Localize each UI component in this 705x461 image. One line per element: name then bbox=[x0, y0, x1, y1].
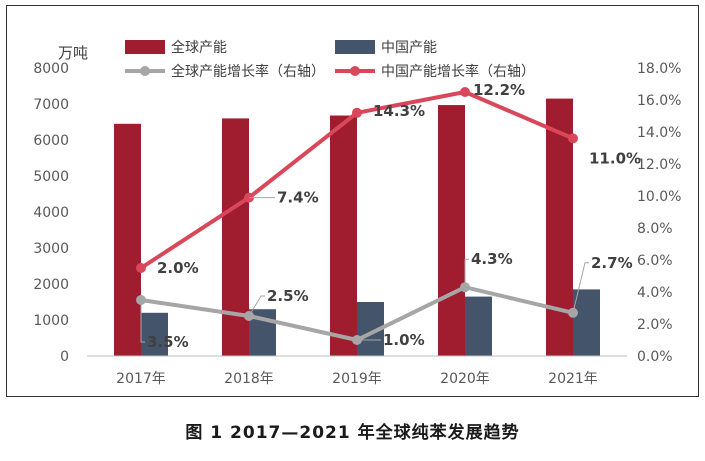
leader-line bbox=[140, 300, 145, 343]
y2-tick-label: 12.0% bbox=[637, 157, 681, 173]
bars bbox=[114, 98, 600, 357]
leader-line bbox=[248, 295, 265, 317]
china-growth-marker bbox=[136, 263, 146, 273]
y2-axis: 0.0% 2.0% 4.0% 6.0% 8.0% 10.0% 12.0% 14.0% 16.0%… bbox=[637, 61, 681, 365]
y-tick-label: 2000 bbox=[33, 277, 69, 293]
y-axis: 0 1000 2000 3000 4000 5000 6000 7000 8000 bbox=[33, 61, 69, 365]
data-labels: 3.5% 2.5% 1.0% 4.3% 2.7% 2.0% 7.4% 14.3% 12.2% 11… bbox=[140, 81, 641, 351]
y-tick-label: 4000 bbox=[33, 205, 69, 221]
leader-line bbox=[464, 258, 469, 288]
legend-label: 全球产能增长率（右轴） bbox=[171, 63, 325, 80]
china-growth-marker bbox=[352, 107, 362, 118]
legend-label: 中国产能增长率（右轴） bbox=[381, 63, 535, 80]
y-tick-label: 6000 bbox=[33, 133, 69, 149]
y2-tick-label: 18.0% bbox=[637, 61, 681, 77]
legend-label: 全球产能 bbox=[171, 39, 227, 56]
x-axis: 2017年 2018年 2019年 2020年 2021年 bbox=[116, 371, 598, 387]
global-growth-label: 2.7% bbox=[591, 254, 633, 272]
y2-tick-label: 0.0% bbox=[637, 349, 673, 365]
chart-frame: 万吨 全球产能 中国产能全球产能增长率（右轴） 中国产能增长率（右轴） 0 1000 2… bbox=[6, 5, 699, 397]
global-growth-label: 4.3% bbox=[471, 250, 513, 268]
figure-caption: 图 1 2017—2021 年全球纯苯发展趋势 bbox=[185, 423, 520, 443]
x-tick-label: 2017年 bbox=[116, 371, 166, 387]
china-growth-label: 7.4% bbox=[277, 189, 319, 207]
global-capacity-bar bbox=[438, 105, 465, 356]
y2-tick-label: 8.0% bbox=[637, 221, 673, 237]
china-capacity-bar bbox=[573, 289, 600, 356]
y-tick-label: 5000 bbox=[33, 169, 69, 185]
legend-swatch-marker bbox=[140, 66, 150, 76]
y2-tick-label: 16.0% bbox=[637, 93, 681, 109]
y-tick-label: 7000 bbox=[33, 97, 69, 113]
y2-tick-label: 14.0% bbox=[637, 125, 681, 141]
y2-tick-label: 2.0% bbox=[637, 317, 673, 333]
global-capacity-bar bbox=[222, 118, 249, 357]
x-tick-label: 2020年 bbox=[440, 371, 490, 387]
legend-swatch bbox=[335, 40, 375, 54]
x-tick-label: 2021年 bbox=[548, 371, 598, 387]
y2-tick-label: 4.0% bbox=[637, 285, 673, 301]
legend-swatch bbox=[125, 40, 165, 54]
china-growth-marker bbox=[568, 133, 578, 144]
leader-line bbox=[572, 262, 589, 313]
china-capacity-bar bbox=[141, 312, 168, 356]
china-capacity-bar bbox=[465, 296, 492, 356]
global-capacity-bar bbox=[114, 123, 141, 356]
china-growth-label: 11.0% bbox=[589, 149, 641, 167]
china-growth-marker bbox=[460, 87, 470, 97]
y-tick-label: 0 bbox=[60, 349, 69, 365]
y-tick-label: 1000 bbox=[33, 313, 69, 329]
global-growth-label: 1.0% bbox=[383, 331, 425, 349]
global-growth-label: 3.5% bbox=[147, 333, 189, 351]
global-capacity-bar bbox=[330, 115, 357, 357]
china-growth-label: 12.2% bbox=[473, 81, 525, 99]
y2-tick-label: 10.0% bbox=[637, 189, 681, 205]
legend-swatch-marker bbox=[350, 66, 360, 76]
y-tick-label: 3000 bbox=[33, 241, 69, 257]
china-growth-label: 14.3% bbox=[373, 102, 425, 120]
y-tick-label: 8000 bbox=[33, 61, 69, 77]
y2-tick-label: 6.0% bbox=[637, 253, 673, 269]
x-tick-label: 2019年 bbox=[332, 371, 382, 387]
x-tick-label: 2018年 bbox=[224, 371, 274, 387]
legend-label: 中国产能 bbox=[381, 40, 437, 56]
china-growth-label: 2.0% bbox=[157, 259, 199, 277]
global-growth-label: 2.5% bbox=[267, 287, 309, 305]
y-unit-label: 万吨 bbox=[58, 44, 88, 62]
